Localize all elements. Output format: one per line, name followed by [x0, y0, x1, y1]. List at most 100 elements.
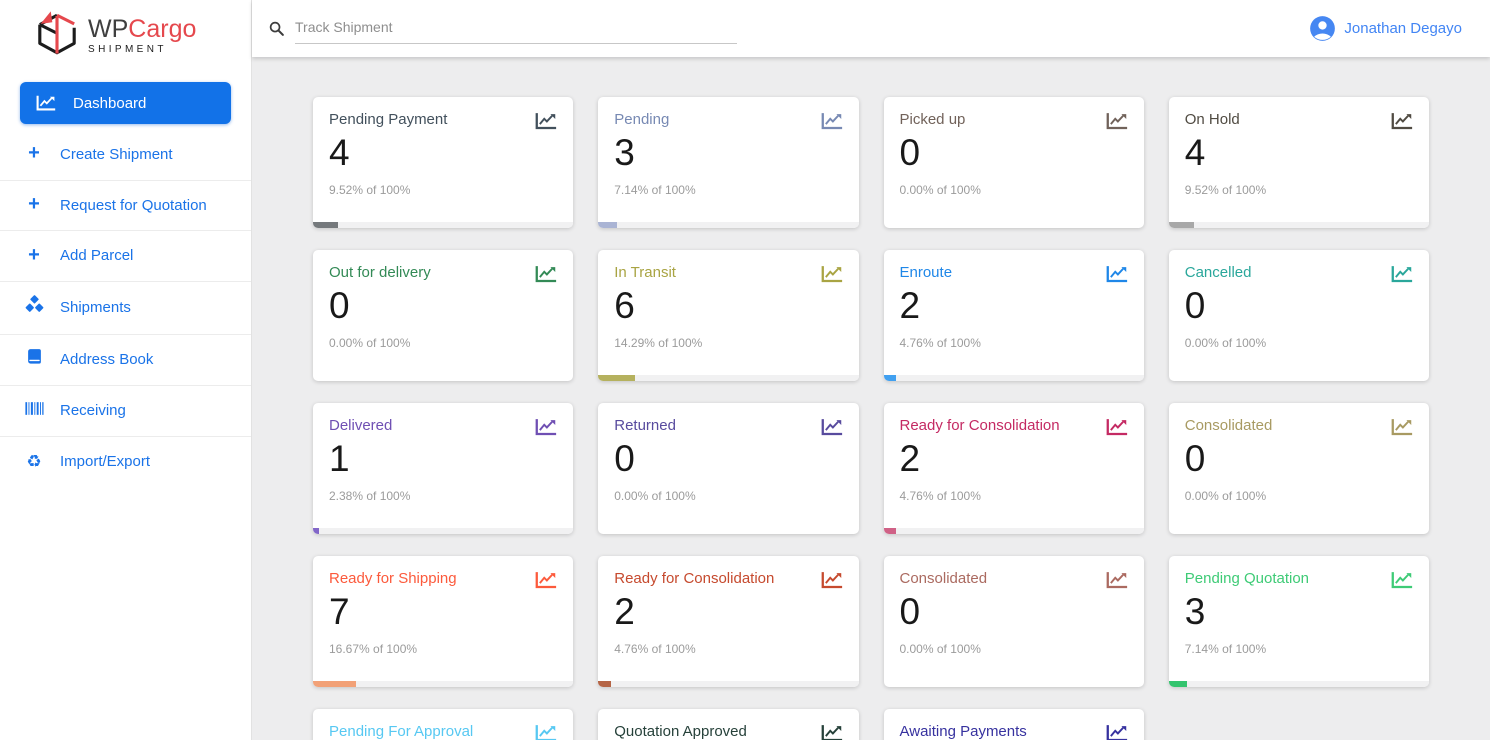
card-value: 7 — [329, 591, 350, 632]
card-title: Returned — [614, 417, 676, 434]
status-card-picked-up[interactable]: Picked up 0 0.00% of 100% — [883, 97, 1144, 228]
status-card-consolidated[interactable]: Consolidated 0 0.00% of 100% — [1168, 403, 1429, 534]
chart-line-icon[interactable] — [535, 724, 557, 740]
card-value: 2 — [899, 438, 921, 479]
card-value: 0 — [899, 591, 921, 632]
recycle-icon: ♻ — [26, 451, 42, 472]
sidebar-item-label: Import/Export — [60, 453, 151, 471]
card-percent: 9.52% of 100% — [329, 182, 411, 197]
status-card-pending-quotation[interactable]: Pending Quotation 3 7.14% of 100% — [1168, 556, 1429, 687]
sidebar-item-receiving[interactable]: Receiving — [0, 386, 251, 438]
status-card-consolidated[interactable]: Consolidated 0 0.00% of 100% — [883, 556, 1144, 687]
sidebar-item-request-for-quotation[interactable]: + Request for Quotation — [0, 181, 251, 232]
dashboard-content: Pending Payment 4 9.52% of 100% Pending 3 7.1… — [252, 57, 1490, 740]
sidebar-item-label: Address Book — [60, 351, 154, 369]
sidebar-item-create-shipment[interactable]: + Create Shipment — [0, 130, 251, 181]
card-value: 0 — [1184, 438, 1206, 479]
brand-logo[interactable]: WPCargo SHIPMENT — [0, 0, 251, 64]
sidebar-item-dashboard[interactable]: Dashboard — [20, 82, 231, 124]
topbar: Jonathan Degayo — [252, 0, 1490, 57]
card-progressbar — [313, 528, 574, 534]
status-card-ready-for-shipping[interactable]: Ready for Shipping 7 16.67% of 100% — [313, 556, 574, 687]
chart-line-icon[interactable] — [821, 112, 843, 130]
status-card-delivered[interactable]: Delivered 1 2.38% of 100% — [313, 403, 574, 534]
card-percent: 7.14% of 100% — [1184, 641, 1267, 656]
plus-icon: + — [28, 193, 40, 216]
card-value: 4 — [329, 132, 350, 173]
status-card-pending-payment[interactable]: Pending Payment 4 9.52% of 100% — [313, 97, 574, 228]
plus-icon: + — [28, 142, 40, 165]
card-percent: 0.00% of 100% — [329, 335, 411, 350]
card-progressbar — [598, 375, 859, 381]
sidebar-item-label: Receiving — [60, 402, 126, 420]
chart-line-icon[interactable] — [1106, 112, 1128, 130]
chart-line-icon[interactable] — [1391, 112, 1413, 130]
card-percent: 9.52% of 100% — [1184, 182, 1267, 197]
search-icon — [268, 20, 285, 37]
card-percent: 0.00% of 100% — [614, 488, 696, 503]
user-menu[interactable]: Jonathan Degayo — [1309, 0, 1462, 57]
status-card-on-hold[interactable]: On Hold 4 9.52% of 100% — [1168, 97, 1429, 228]
status-card-pending-for-approval[interactable]: Pending For Approval — [313, 709, 574, 740]
card-value: 0 — [329, 285, 350, 326]
card-title: Consolidated — [1184, 417, 1273, 434]
card-percent: 7.14% of 100% — [614, 182, 696, 197]
sidebar: WPCargo SHIPMENT Dashboard + Create Shipme… — [0, 0, 252, 740]
chart-line-icon[interactable] — [1391, 418, 1413, 436]
search-input[interactable] — [295, 13, 737, 44]
chart-line-icon[interactable] — [535, 571, 557, 589]
card-percent: 0.00% of 100% — [899, 182, 981, 197]
chart-line-icon[interactable] — [1391, 265, 1413, 283]
chart-line-icon[interactable] — [535, 265, 557, 283]
chart-line-icon[interactable] — [535, 418, 557, 436]
card-percent: 0.00% of 100% — [1184, 335, 1267, 350]
sidebar-item-label: Request for Quotation — [60, 196, 207, 214]
card-progressbar — [883, 375, 1144, 381]
sidebar-item-label: Add Parcel — [60, 247, 134, 265]
status-card-pending[interactable]: Pending 3 7.14% of 100% — [598, 97, 859, 228]
sidebar-item-address-book[interactable]: Address Book — [0, 335, 251, 387]
chart-line-icon[interactable] — [821, 571, 843, 589]
chart-line-icon[interactable] — [821, 418, 843, 436]
status-card-ready-for-consolidation[interactable]: Ready for Consolidation 2 4.76% of 100% — [598, 556, 859, 687]
status-card-awaiting-payments[interactable]: Awaiting Payments — [883, 709, 1144, 740]
sidebar-item-add-parcel[interactable]: + Add Parcel — [0, 231, 251, 282]
card-title: Picked up — [899, 111, 966, 128]
chart-line-icon[interactable] — [821, 724, 843, 740]
chart-line-icon[interactable] — [535, 112, 557, 130]
card-title: On Hold — [1184, 111, 1240, 128]
chart-line-icon[interactable] — [1106, 418, 1128, 436]
status-card-cancelled[interactable]: Cancelled 0 0.00% of 100% — [1168, 250, 1429, 381]
status-card-ready-for-consolidation[interactable]: Ready for Consolidation 2 4.76% of 100% — [883, 403, 1144, 534]
card-value: 2 — [899, 285, 921, 326]
card-value: 0 — [899, 132, 921, 173]
card-progressbar — [1168, 681, 1429, 687]
chart-line-icon[interactable] — [821, 265, 843, 283]
status-cards-grid: Pending Payment 4 9.52% of 100% Pending 3 7.1… — [313, 97, 1429, 740]
sidebar-item-label: Create Shipment — [60, 146, 173, 163]
cubes-icon — [22, 295, 46, 321]
status-card-quotation-approved[interactable]: Quotation Approved — [598, 709, 859, 740]
card-progressbar — [598, 681, 859, 687]
status-card-out-for-delivery[interactable]: Out for delivery 0 0.00% of 100% — [313, 250, 574, 381]
card-percent: 2.38% of 100% — [329, 488, 411, 503]
status-card-returned[interactable]: Returned 0 0.00% of 100% — [598, 403, 859, 534]
chart-line-icon[interactable] — [1106, 571, 1128, 589]
chart-line-icon[interactable] — [1391, 571, 1413, 589]
status-card-enroute[interactable]: Enroute 2 4.76% of 100% — [883, 250, 1144, 381]
chart-line-icon — [36, 94, 56, 112]
barcode-icon — [22, 400, 46, 423]
status-card-in-transit[interactable]: In Transit 6 14.29% of 100% — [598, 250, 859, 381]
chart-line-icon[interactable] — [1106, 724, 1128, 740]
card-title: In Transit — [614, 264, 676, 281]
sidebar-item-label: Shipments — [60, 299, 131, 317]
sidebar-item-import-export[interactable]: ♻ Import/Export — [0, 437, 251, 487]
chart-line-icon[interactable] — [1106, 265, 1128, 283]
card-value: 3 — [614, 132, 635, 173]
card-percent: 0.00% of 100% — [1184, 488, 1267, 503]
card-value: 0 — [614, 438, 635, 479]
card-title: Ready for Shipping — [329, 570, 457, 587]
sidebar-item-shipments[interactable]: Shipments — [0, 282, 251, 336]
card-title: Pending Quotation — [1184, 570, 1310, 587]
